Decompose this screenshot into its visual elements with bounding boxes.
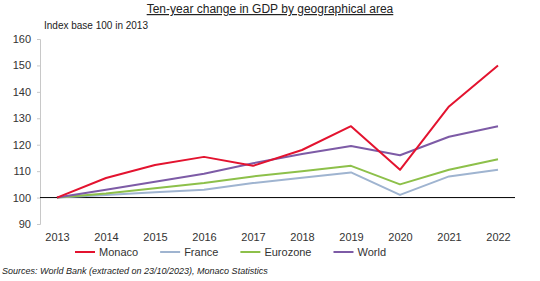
x-axis-line [58,224,499,225]
y-tick: 100 [13,192,40,204]
legend-swatch [333,251,353,253]
x-tick-label: 2018 [290,231,314,243]
legend-item: World [333,246,386,258]
legend-label: Monaco [99,246,138,258]
legend-label: Eurozone [264,246,311,258]
subtitle: Index base 100 in 2013 [44,20,148,31]
y-axis: 90 100 110 120 130 140 150 160 [13,33,41,230]
legend-label: World [357,246,386,258]
y-tick-label: 100 [13,192,31,204]
x-tick: 2020 [388,224,412,243]
y-tick-mark [37,92,40,93]
x-axis: 2013 2014 2015 2016 2017 2018 2019 2020 2021 2022 [45,224,510,243]
y-tick: 120 [13,139,40,151]
y-tick-label: 160 [13,33,31,45]
chart: Ten-year change in GDP by geographical a… [0,0,540,281]
y-tick-mark [37,145,40,146]
legend-label: France [184,246,218,258]
y-tick-label: 120 [13,139,31,151]
y-tick-mark [37,224,40,225]
y-tick-mark [37,198,40,199]
x-tick: 2015 [143,224,167,243]
title: Ten-year change in GDP by geographical a… [147,2,394,16]
y-tick-mark [37,118,40,119]
x-tick: 2013 [45,224,69,243]
series-line [57,159,498,197]
x-tick: 2018 [290,224,314,243]
y-tick: 110 [13,165,40,177]
y-tick: 90 [19,218,40,230]
x-tick: 2016 [192,224,216,243]
series-line [57,65,498,197]
x-tick: 2022 [486,224,510,243]
legend-item: Monaco [75,246,138,258]
y-tick-mark [37,171,40,172]
y-tick: 130 [13,112,40,124]
legend: Monaco France Eurozone World [75,246,386,258]
y-tick-label: 150 [13,59,31,71]
x-tick: 2019 [339,224,363,243]
x-tick-label: 2015 [143,231,167,243]
x-tick-label: 2014 [94,231,118,243]
x-tick-label: 2020 [388,231,412,243]
y-tick: 140 [13,86,40,98]
y-tick-mark [37,65,40,66]
x-tick-label: 2016 [192,231,216,243]
base-line [40,197,515,198]
source: Sources: World Bank (extracted on 23/10/… [2,266,268,276]
legend-swatch [240,251,260,253]
x-tick: 2021 [437,224,461,243]
x-tick-label: 2019 [339,231,363,243]
legend-item: Eurozone [240,246,311,258]
series-line [57,126,498,197]
y-axis-line [37,40,41,225]
y-tick: 150 [13,59,40,71]
x-tick-label: 2021 [437,231,461,243]
x-tick: 2014 [94,224,118,243]
x-tick-label: 2017 [241,231,265,243]
legend-swatch [75,251,95,253]
legend-swatch [160,251,180,253]
y-tick: 160 [13,33,40,45]
x-tick-label: 2022 [486,231,510,243]
y-tick-mark [37,39,40,40]
x-tick: 2017 [241,224,265,243]
y-tick-label: 130 [13,112,31,124]
y-tick-label: 90 [19,218,31,230]
y-tick-label: 110 [13,165,31,177]
plot-area [57,65,498,197]
y-tick-label: 140 [13,86,31,98]
x-tick-label: 2013 [45,231,69,243]
legend-item: France [160,246,218,258]
